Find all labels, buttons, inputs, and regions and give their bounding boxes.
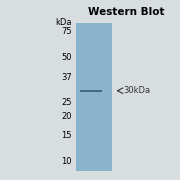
Text: 50: 50 (62, 53, 72, 62)
Bar (76, 23, 112, 171)
Text: kDa: kDa (55, 17, 72, 26)
Text: 37: 37 (61, 73, 72, 82)
Text: 15: 15 (62, 131, 72, 140)
Text: 75: 75 (61, 27, 72, 36)
Bar (80, 89, 102, 92)
Text: 30kDa: 30kDa (123, 86, 150, 95)
Text: 25: 25 (62, 98, 72, 107)
Text: Western Blot: Western Blot (88, 7, 164, 17)
Text: 10: 10 (62, 157, 72, 166)
Text: 20: 20 (62, 112, 72, 121)
